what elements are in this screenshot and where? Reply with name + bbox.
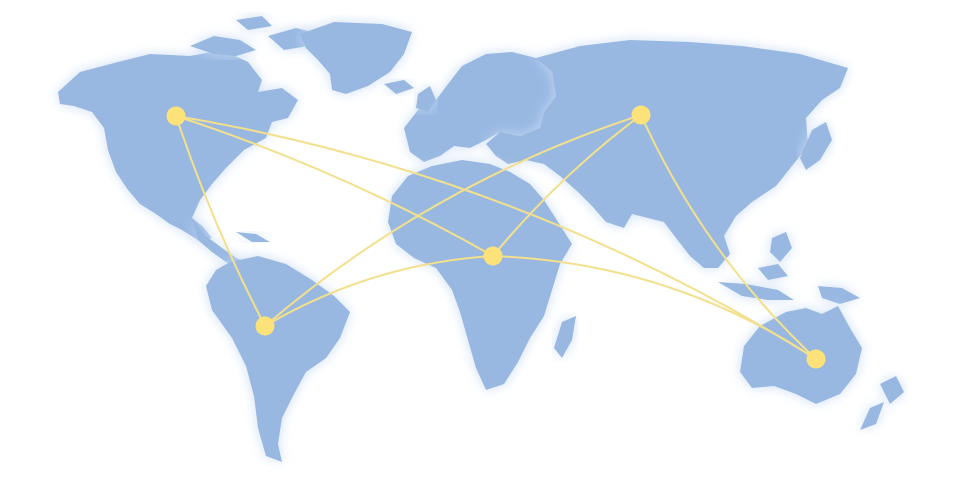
hub-marker-africa[interactable] [483,246,503,266]
route-north-america-to-africa [175,115,494,257]
madagascar [554,316,576,358]
route-south-america-to-africa [264,255,494,327]
british-isles [416,86,436,112]
hubs-layer [166,105,826,369]
hub-marker-north-america[interactable] [166,106,186,126]
iceland [384,80,414,94]
south-america-landmass [206,256,350,462]
hub-marker-asia[interactable] [631,105,651,125]
new-zealand [860,376,904,430]
central-america-landmass [192,218,246,270]
continents [58,16,904,462]
route-asia-to-australia [640,114,817,360]
route-africa-to-australia [492,255,817,360]
route-north-america-to-australia [175,115,817,360]
hub-marker-australia[interactable] [806,349,826,369]
canadian-arctic-islands [190,16,320,56]
routes-layer [175,114,817,360]
caribbean-islands [236,232,270,242]
route-south-america-to-asia [264,114,642,327]
north-america-landmass [58,50,298,240]
route-north-america-to-south-america [175,115,266,327]
japan-islands [800,122,832,170]
route-africa-to-asia [492,114,642,257]
greenland-landmass [300,22,412,94]
asia-landmass [486,40,848,268]
southeast-asia-islands [718,232,860,304]
europe-landmass [404,52,556,162]
australia-landmass [740,306,862,404]
hub-marker-south-america[interactable] [255,316,275,336]
